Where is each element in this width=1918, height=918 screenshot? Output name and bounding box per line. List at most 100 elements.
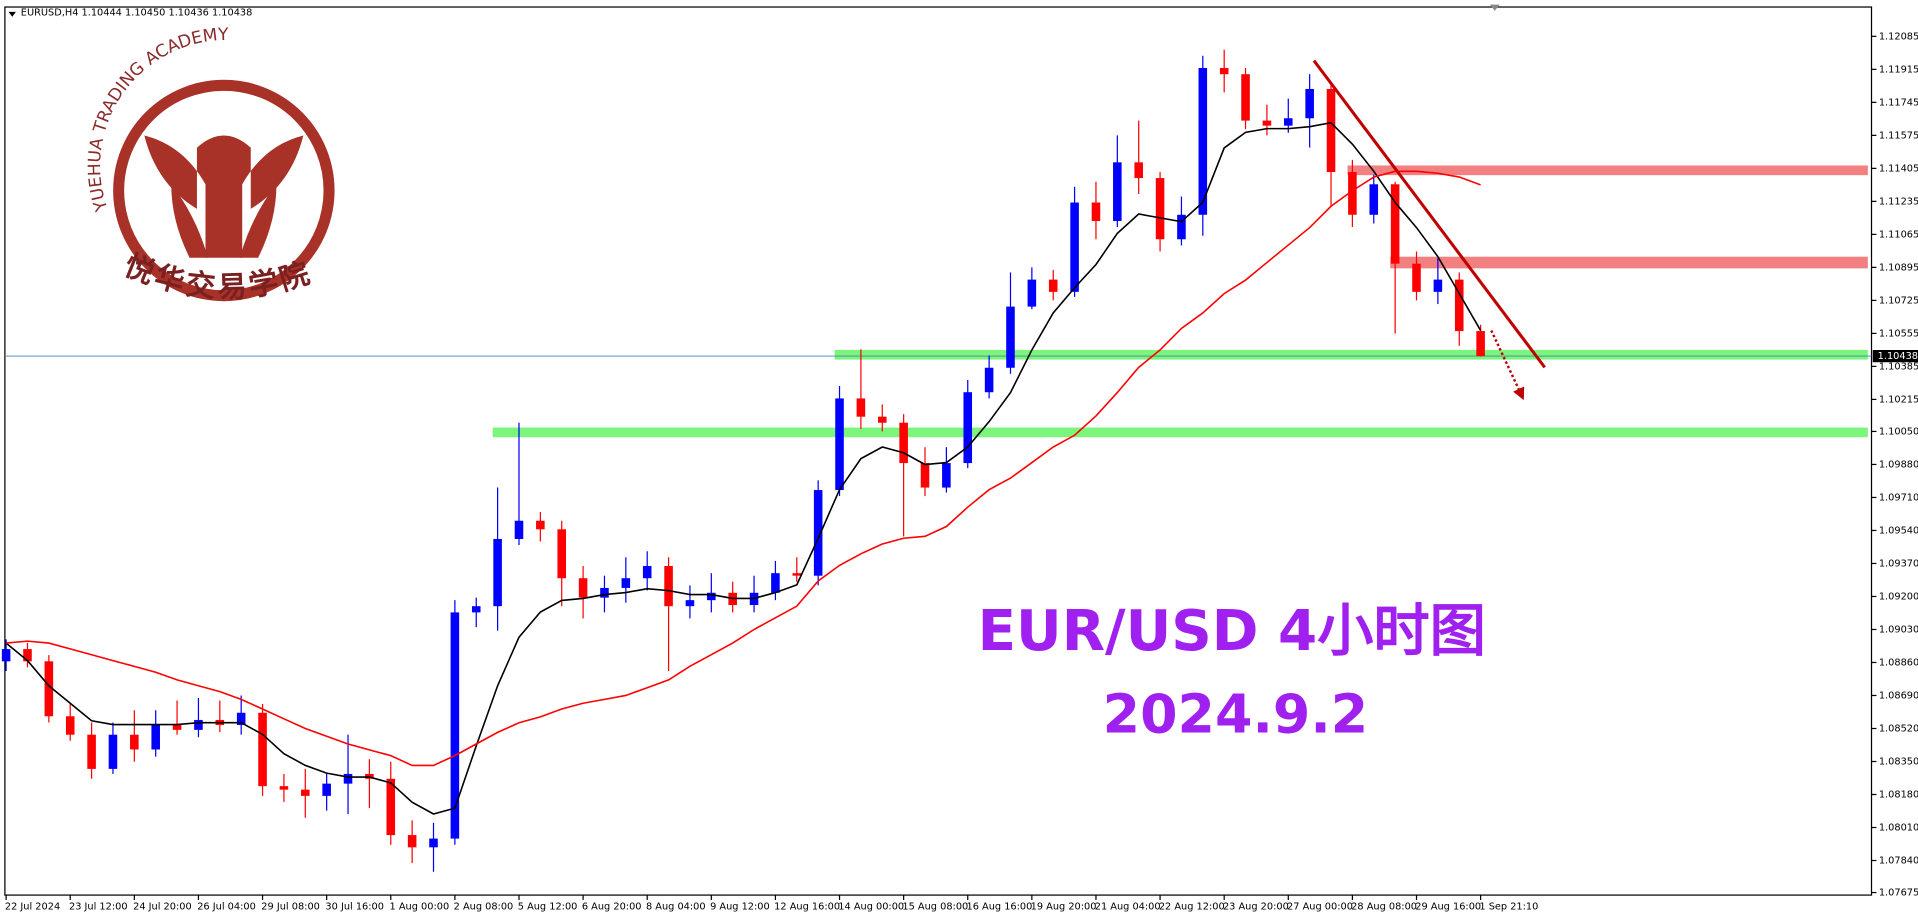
candle-body xyxy=(87,734,96,769)
candle-body xyxy=(1348,172,1357,215)
candle-body xyxy=(343,773,353,784)
y-tick-label: 1.11745 xyxy=(1879,97,1918,108)
candle-body xyxy=(194,719,203,730)
x-tick-label: 30 Jul 16:00 xyxy=(325,902,384,913)
logo-emblem xyxy=(144,135,304,258)
candle-body xyxy=(1305,88,1314,119)
candle-body xyxy=(1134,162,1143,179)
candle-body xyxy=(1155,178,1165,240)
x-tick-label: 23 Aug 20:00 xyxy=(1223,902,1289,913)
candle-body xyxy=(514,520,524,540)
candle-body xyxy=(450,612,460,839)
y-tick-label: 1.12085 xyxy=(1879,31,1918,42)
candle-body xyxy=(1198,67,1208,215)
candle-body xyxy=(1048,279,1058,292)
x-tick-label: 22 Aug 12:00 xyxy=(1159,902,1225,913)
zones xyxy=(492,165,1868,438)
zone xyxy=(1390,256,1868,269)
candle-body xyxy=(856,398,866,417)
candle-body xyxy=(771,573,780,593)
y-tick-label: 1.08860 xyxy=(1879,657,1918,668)
scroll-marker xyxy=(1489,4,1500,11)
y-tick-label: 1.08010 xyxy=(1879,823,1918,834)
chart-title: EUR/USD 4小时图 xyxy=(978,599,1486,664)
candle-body xyxy=(1262,120,1272,126)
trend-line xyxy=(1312,59,1546,369)
x-tick-label: 8 Aug 04:00 xyxy=(646,902,706,913)
x-tick-label: 22 Jul 2024 xyxy=(5,902,60,913)
y-tick-label: 1.10895 xyxy=(1879,262,1918,273)
y-tick-label: 1.11405 xyxy=(1879,163,1918,174)
y-tick-label: 1.09540 xyxy=(1879,525,1918,536)
candle-body xyxy=(1476,331,1485,357)
candle-body xyxy=(835,398,844,491)
y-tick-label: 1.10050 xyxy=(1879,426,1918,437)
candle-body xyxy=(429,838,438,848)
x-tick-label: 1 Aug 00:00 xyxy=(390,902,450,913)
candle-body xyxy=(1070,202,1079,292)
candle-body xyxy=(1113,162,1122,221)
candle-body xyxy=(130,734,139,750)
candle-body xyxy=(899,422,908,464)
candle-body xyxy=(1284,118,1293,126)
x-tick-label: 9 Aug 12:00 xyxy=(710,902,770,913)
logo-leaf xyxy=(171,184,277,258)
candle-body xyxy=(236,712,246,725)
candle-body xyxy=(23,649,32,662)
candle-body xyxy=(65,716,75,735)
candle-body xyxy=(108,734,118,769)
x-tick-label: 27 Aug 00:00 xyxy=(1287,902,1353,913)
chart-subtitle: 2024.9.2 xyxy=(1103,682,1369,745)
x-tick-label: 26 Jul 04:00 xyxy=(197,902,256,913)
zone xyxy=(492,427,1868,438)
candle-body xyxy=(707,592,716,601)
candle-body xyxy=(685,600,695,607)
price-label: 1.10438 xyxy=(1878,351,1918,362)
x-tick-label: 5 Aug 12:00 xyxy=(518,902,578,913)
y-tick-label: 1.09200 xyxy=(1879,591,1918,602)
candle-body xyxy=(621,578,631,588)
candle-body xyxy=(963,392,973,464)
candle-body xyxy=(557,529,567,579)
y-tick-label: 1.09030 xyxy=(1879,624,1918,635)
candle-body xyxy=(920,463,930,488)
y-tick-label: 1.11575 xyxy=(1879,130,1918,141)
y-tick-label: 1.10555 xyxy=(1879,328,1918,339)
zone xyxy=(834,349,1868,360)
y-tick-label: 1.08690 xyxy=(1879,690,1918,701)
symbol-header: EURUSD,H4 1.10444 1.10450 1.10436 1.1043… xyxy=(21,8,253,19)
x-tick-label: 16 Aug 16:00 xyxy=(967,902,1033,913)
x-tick-label: 21 Aug 04:00 xyxy=(1095,902,1161,913)
y-tick-label: 1.07840 xyxy=(1879,856,1918,867)
x-tick-label: 15 Aug 08:00 xyxy=(902,902,968,913)
candle-body xyxy=(1,649,11,662)
candle-body xyxy=(471,606,481,613)
candle-body xyxy=(1091,202,1101,221)
candle-body xyxy=(600,587,609,598)
x-tick-label: 28 Aug 08:00 xyxy=(1351,902,1417,913)
y-tick-label: 1.09880 xyxy=(1879,459,1918,470)
candle-body xyxy=(578,578,588,598)
y-tick-label: 1.09370 xyxy=(1879,558,1918,569)
x-tick-label: 12 Aug 16:00 xyxy=(774,902,840,913)
candle-body xyxy=(1369,184,1379,215)
x-tick-label: 1 Sep 21:10 xyxy=(1479,902,1538,913)
candle-body xyxy=(1241,74,1250,121)
candle-body xyxy=(1006,306,1015,368)
candle-body xyxy=(279,786,289,790)
candle-body xyxy=(1326,88,1336,173)
zone xyxy=(1347,165,1868,176)
candle-body xyxy=(984,367,994,393)
candle-body xyxy=(172,724,182,730)
y-tick-label: 1.08180 xyxy=(1879,790,1918,801)
y-tick-label: 1.08350 xyxy=(1879,756,1918,767)
candle-body xyxy=(792,573,802,576)
y-tick-label: 1.08520 xyxy=(1879,723,1918,734)
y-tick-label: 1.11065 xyxy=(1879,229,1918,240)
x-tick-label: 6 Aug 20:00 xyxy=(582,902,642,913)
y-tick-label: 1.07675 xyxy=(1879,888,1918,899)
candle-body xyxy=(877,416,887,423)
y-tick-label: 1.10385 xyxy=(1879,361,1918,372)
